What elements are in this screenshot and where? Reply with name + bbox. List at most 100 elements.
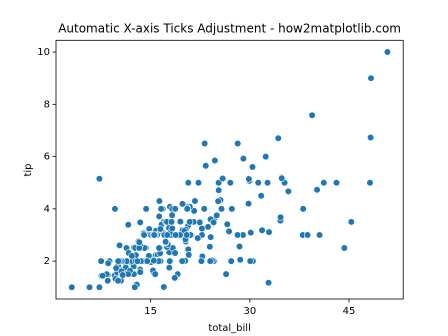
point <box>265 228 273 236</box>
point <box>211 156 219 165</box>
point <box>183 205 191 213</box>
point <box>142 205 150 213</box>
point <box>219 174 227 183</box>
point <box>128 252 136 260</box>
point <box>114 277 122 285</box>
point <box>213 211 221 219</box>
point <box>155 212 163 221</box>
point <box>276 213 285 221</box>
point <box>194 179 203 187</box>
point <box>206 257 214 265</box>
point <box>234 139 242 148</box>
point <box>156 225 164 233</box>
point <box>247 229 255 237</box>
point <box>347 218 355 226</box>
point <box>114 257 122 265</box>
y-tick-label: 10 <box>37 47 50 58</box>
point <box>274 134 282 142</box>
point <box>171 205 179 213</box>
point <box>155 244 163 252</box>
point <box>332 179 341 187</box>
point <box>178 200 187 208</box>
point <box>168 211 176 219</box>
point <box>186 218 194 226</box>
point <box>223 220 231 228</box>
point <box>111 205 119 213</box>
point <box>136 218 144 227</box>
point <box>225 227 233 235</box>
point <box>233 231 242 239</box>
point <box>367 74 375 82</box>
point <box>197 257 205 265</box>
point <box>222 270 230 278</box>
point <box>207 233 215 241</box>
point <box>112 264 120 272</box>
point <box>320 179 328 187</box>
point <box>248 163 257 171</box>
point <box>176 218 184 226</box>
point <box>284 187 292 195</box>
point <box>246 257 254 265</box>
point <box>263 179 272 187</box>
point <box>258 226 266 234</box>
point <box>184 179 192 187</box>
point <box>200 205 208 213</box>
axes-frame <box>55 39 404 300</box>
point <box>185 251 193 259</box>
x-tick-label: 30 <box>243 306 256 317</box>
point <box>227 257 235 265</box>
point <box>160 283 168 291</box>
point <box>104 277 112 285</box>
point <box>172 231 180 239</box>
point <box>244 200 253 208</box>
point <box>136 268 144 276</box>
point <box>133 257 142 265</box>
point <box>163 231 171 239</box>
plot-area <box>68 48 392 291</box>
point <box>262 152 270 161</box>
point <box>99 272 107 280</box>
point <box>68 283 76 291</box>
point <box>171 249 179 257</box>
point <box>228 205 236 213</box>
point <box>119 271 127 279</box>
point <box>206 243 214 251</box>
point <box>115 241 124 250</box>
point <box>171 274 179 282</box>
point <box>124 221 132 229</box>
point <box>278 174 286 182</box>
y-axis-label: tip <box>23 163 34 176</box>
point <box>299 205 307 213</box>
point <box>97 257 105 265</box>
point <box>236 256 244 264</box>
x-axis-label: total_bill <box>208 323 251 334</box>
point <box>198 224 206 233</box>
y-tick-label: 4 <box>44 204 50 215</box>
point <box>204 223 212 231</box>
point <box>85 283 94 291</box>
point <box>191 197 199 205</box>
point <box>196 218 204 227</box>
point <box>157 205 165 213</box>
point <box>340 244 348 252</box>
x-tick-label: 15 <box>144 306 157 317</box>
point <box>190 207 198 215</box>
point <box>166 257 174 265</box>
point <box>245 175 253 183</box>
point <box>194 234 202 242</box>
point <box>201 139 209 148</box>
point <box>254 179 262 187</box>
point <box>264 279 273 287</box>
x-tick-label: 45 <box>343 306 356 317</box>
point <box>215 186 223 194</box>
point <box>367 133 375 142</box>
point <box>366 179 374 187</box>
y-tick-label: 8 <box>44 99 50 110</box>
point <box>315 231 324 239</box>
point <box>162 238 170 246</box>
point <box>257 192 265 200</box>
point <box>226 179 234 187</box>
point <box>155 197 163 205</box>
point <box>235 242 244 251</box>
